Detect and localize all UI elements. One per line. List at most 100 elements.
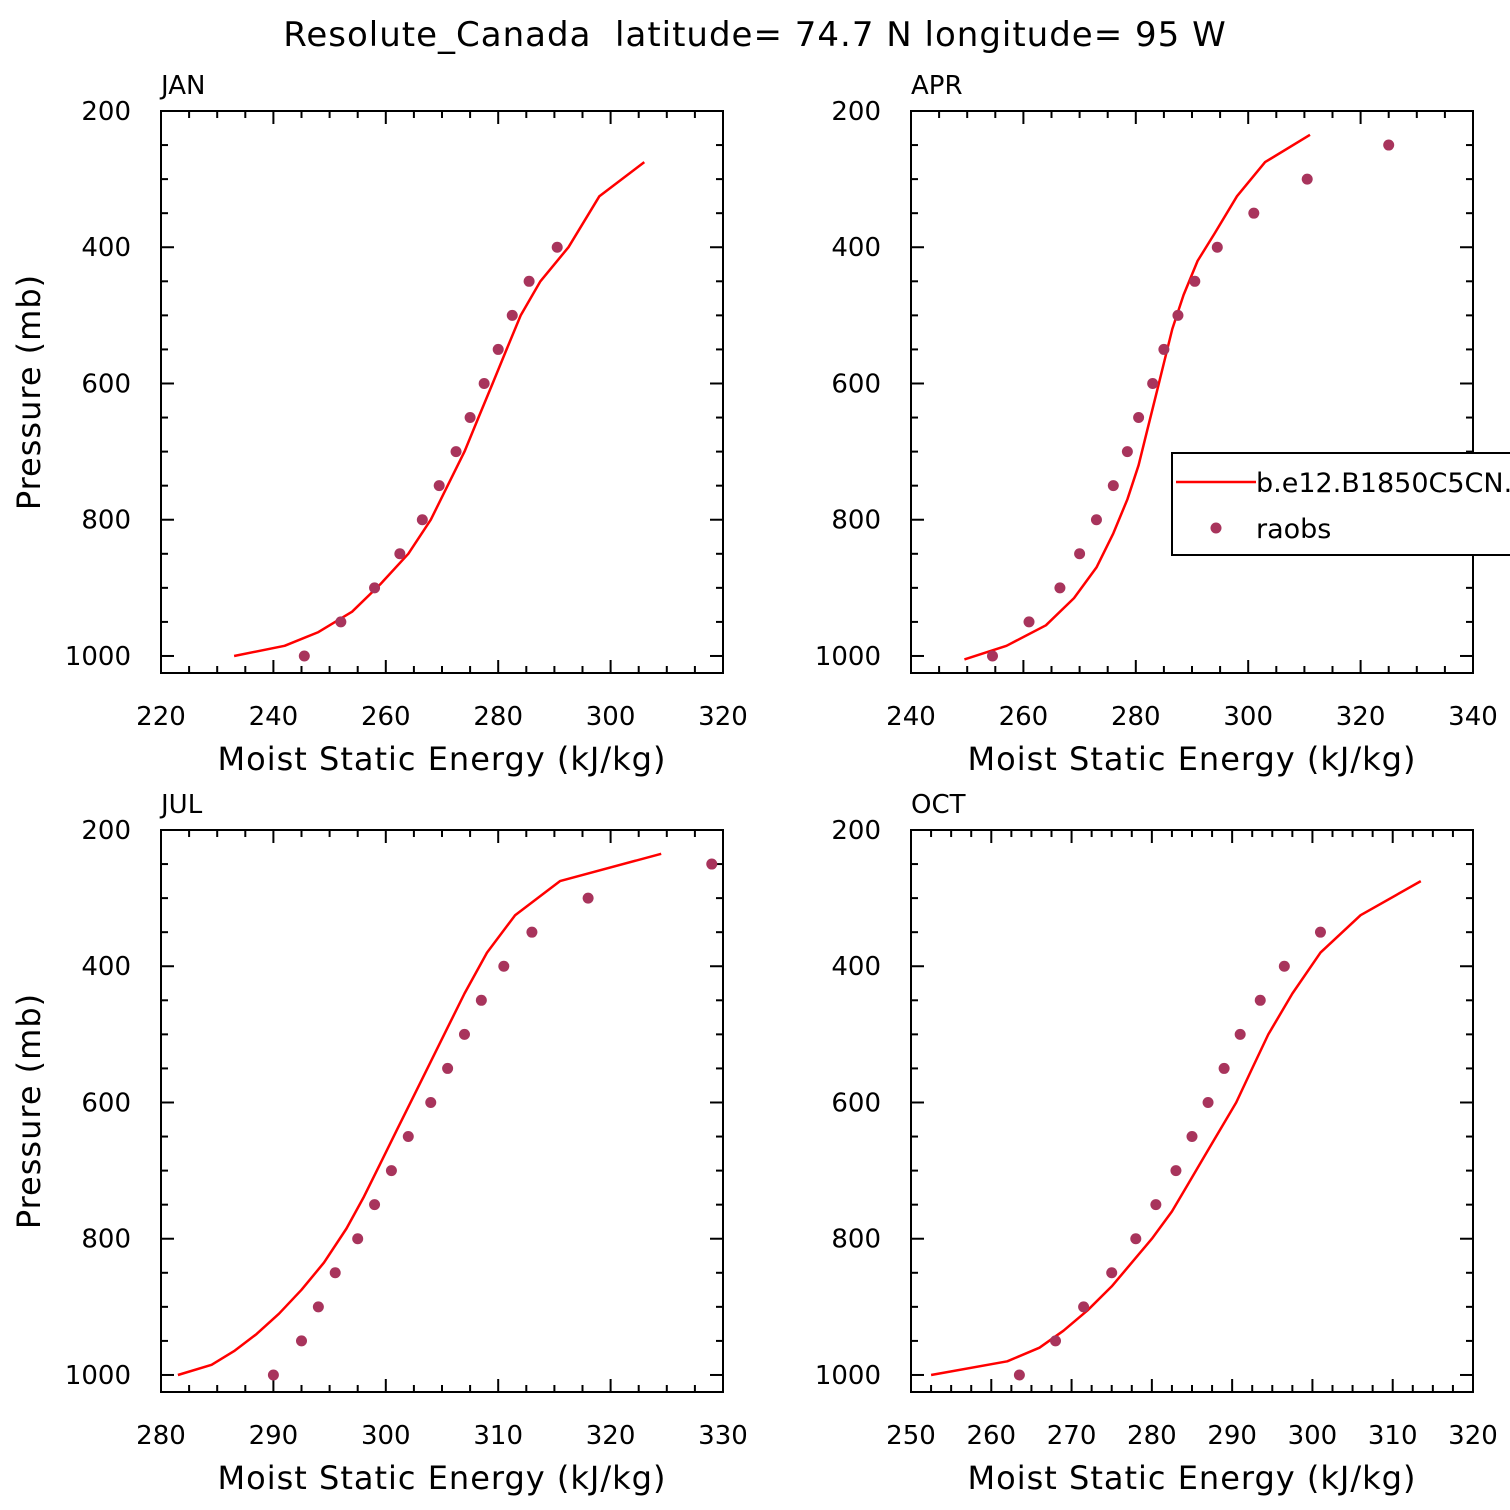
y-tick-label: 400	[831, 233, 881, 263]
y-tick-label: 400	[81, 233, 131, 263]
raobs-point	[1158, 343, 1170, 355]
raobs-point	[1211, 241, 1223, 253]
raobs-point	[1234, 1028, 1246, 1040]
raobs-point	[464, 412, 476, 424]
raobs-point	[478, 377, 490, 389]
raobs-point	[1254, 994, 1266, 1006]
x-tick-label: 320	[1448, 1421, 1498, 1451]
raobs-point	[492, 343, 504, 355]
raobs-point	[1202, 1096, 1214, 1108]
y-tick-label: 400	[831, 952, 881, 982]
raobs-point	[425, 1096, 437, 1108]
x-tick-label: 280	[1127, 1421, 1177, 1451]
x-tick-label: 310	[1368, 1421, 1418, 1451]
panel-label: JUL	[159, 790, 203, 820]
x-tick-label: 260	[361, 702, 411, 732]
raobs-point	[1189, 275, 1201, 287]
panel-label: APR	[911, 71, 963, 101]
raobs-point	[1301, 173, 1313, 185]
raobs-point	[1130, 1233, 1142, 1245]
raobs-point	[329, 1267, 341, 1279]
raobs-point	[551, 241, 563, 253]
x-tick-label: 260	[966, 1421, 1016, 1451]
raobs-point	[1383, 139, 1395, 151]
raobs-point	[1172, 309, 1184, 321]
y-tick-label: 1000	[65, 642, 131, 672]
panel-jul: 280 290 300 310 320 330 200 400 600 800 1000 JUL Moi…	[10, 790, 748, 1497]
raobs-point	[296, 1335, 307, 1347]
legend-box	[1171, 452, 1510, 556]
raobs-point	[1314, 926, 1326, 938]
y-tick-label: 400	[81, 952, 131, 982]
x-axis-title: Moist Static Energy (kJ/kg)	[218, 740, 667, 778]
raobs-point	[416, 514, 428, 526]
raobs-point	[1054, 582, 1066, 594]
y-axis-title: Pressure (mb)	[10, 274, 48, 510]
raobs-point	[1106, 1267, 1118, 1279]
x-tick-label: 240	[886, 702, 936, 732]
raobs-point	[369, 582, 381, 594]
raobs-point	[1090, 514, 1102, 526]
raobs-point	[267, 1369, 279, 1381]
raobs-point	[1278, 960, 1290, 972]
raobs-point	[523, 275, 535, 287]
raobs-point	[582, 892, 594, 904]
raobs-point	[1050, 1335, 1062, 1347]
raobs-point	[450, 446, 462, 458]
model-line	[964, 133, 1311, 661]
y-tick-label: 800	[831, 506, 881, 536]
raobs-point	[1147, 377, 1159, 389]
raobs-point	[986, 650, 998, 662]
x-tick-label: 240	[249, 702, 299, 732]
raobs-point	[458, 1028, 470, 1040]
x-tick-label: 290	[249, 1421, 299, 1451]
y-tick-label: 800	[831, 1225, 881, 1255]
y-tick-label: 1000	[815, 1361, 881, 1391]
raobs-point	[706, 858, 718, 870]
panel-label: JAN	[159, 71, 205, 101]
data-layer	[233, 161, 646, 662]
x-axis-title: Moist Static Energy (kJ/kg)	[218, 1459, 667, 1497]
raobs-point	[1170, 1165, 1182, 1177]
x-tick-label: 310	[473, 1421, 523, 1451]
legend: b.e12.B1850C5CN.ne30_g16.a1raobs	[1171, 452, 1510, 556]
x-tick-label: 250	[886, 1421, 936, 1451]
y-tick-label: 1000	[815, 642, 881, 672]
raobs-point	[1078, 1301, 1090, 1313]
y-tick-label: 600	[81, 1088, 131, 1118]
legend-dot-swatch	[1210, 522, 1222, 534]
raobs-point	[352, 1233, 364, 1245]
x-tick-label: 280	[136, 1421, 186, 1451]
raobs-point	[526, 926, 538, 938]
x-tick-label: 280	[1111, 702, 1161, 732]
y-tick-label: 200	[831, 97, 881, 127]
legend-obs-label: raobs	[1256, 514, 1331, 545]
x-tick-label: 320	[698, 702, 748, 732]
x-tick-label: 280	[473, 702, 523, 732]
x-tick-label: 290	[1207, 1421, 1257, 1451]
y-tick-label: 200	[81, 816, 131, 846]
raobs-point	[1133, 412, 1145, 424]
raobs-point	[1013, 1369, 1025, 1381]
y-tick-label: 600	[81, 369, 131, 399]
panel-label: OCT	[911, 790, 966, 820]
figure-title: Resolute_Canada latitude= 74.7 N longitu…	[283, 15, 1226, 55]
raobs-point	[1150, 1199, 1162, 1211]
raobs-point	[369, 1199, 381, 1211]
raobs-point	[1248, 207, 1260, 219]
model-line	[930, 880, 1422, 1377]
raobs-point	[475, 994, 487, 1006]
x-tick-label: 260	[999, 702, 1049, 732]
legend-model-label: b.e12.B1850C5CN.ne30_g16.a1	[1256, 468, 1510, 499]
x-tick-label: 300	[361, 1421, 411, 1451]
x-tick-label: 340	[1448, 702, 1498, 732]
x-tick-label: 300	[1288, 1421, 1338, 1451]
x-tick-label: 320	[586, 1421, 636, 1451]
y-tick-label: 800	[81, 1225, 131, 1255]
panel-jan: 220 240 260 280 300 320 200 400 600 800 1000 JAN Moi…	[10, 71, 748, 778]
raobs-point	[1107, 480, 1119, 492]
raobs-point	[312, 1301, 324, 1313]
raobs-point	[385, 1165, 397, 1177]
x-axis-title: Moist Static Energy (kJ/kg)	[968, 1459, 1417, 1497]
